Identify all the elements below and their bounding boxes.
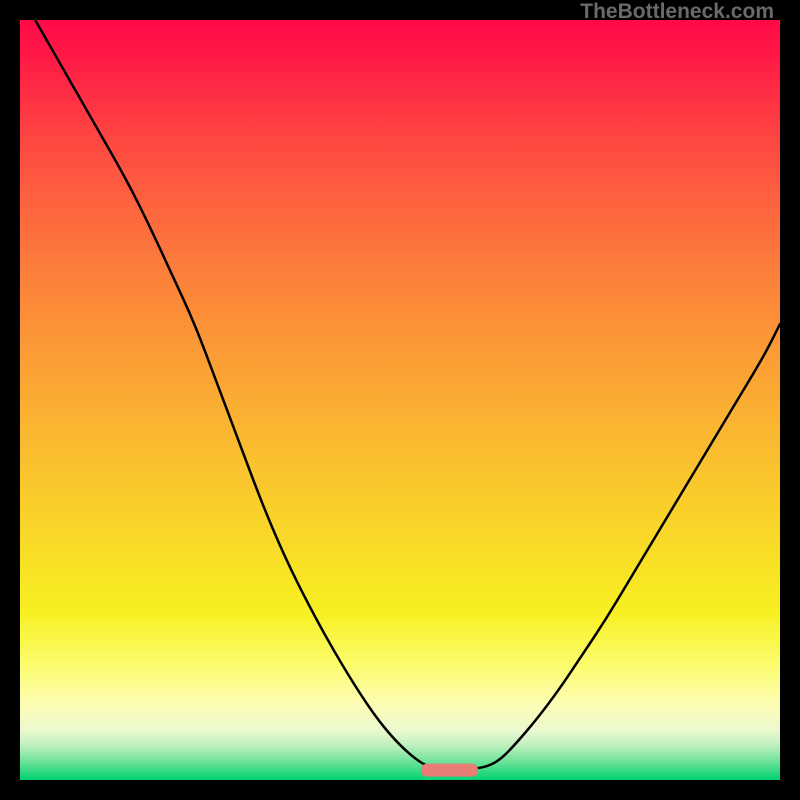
watermark-text: TheBottleneck.com <box>580 0 774 24</box>
optimal-marker <box>421 764 478 777</box>
bottleneck-curve-chart <box>20 20 780 780</box>
plot-area <box>20 20 780 780</box>
chart-container: TheBottleneck.com <box>0 0 800 800</box>
gradient-background <box>20 20 780 780</box>
